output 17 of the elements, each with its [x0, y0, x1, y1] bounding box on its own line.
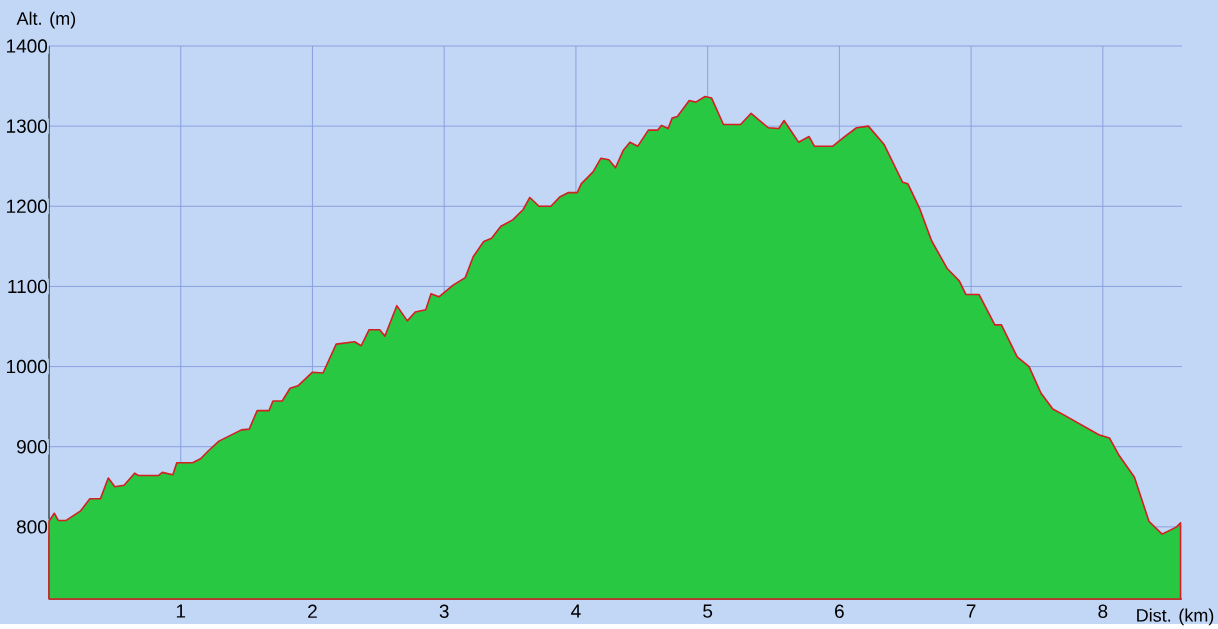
x-tick-label: 4: [571, 604, 581, 618]
y-tick-label: 1400: [6, 39, 48, 53]
x-tick-label: 1: [176, 604, 186, 618]
x-tick-label: 6: [835, 604, 844, 619]
y-tick-label: 900: [17, 440, 48, 454]
y-tick-label: 1200: [6, 199, 48, 214]
x-tick-label: 3: [439, 604, 449, 619]
y-tick-label: 1000: [6, 360, 48, 374]
x-tick-label: 2: [308, 604, 317, 618]
x-tick-label: 5: [703, 604, 713, 618]
x-axis-title: Dist. (km): [1137, 608, 1214, 626]
x-tick-label: 7: [966, 604, 976, 618]
y-axis-title: Alt. (m): [16, 11, 76, 29]
y-tick-label: 800: [16, 520, 48, 534]
x-tick-label: 8: [1098, 604, 1108, 619]
y-tick-label: 1300: [6, 119, 48, 134]
y-tick-label: 1100: [8, 279, 48, 294]
